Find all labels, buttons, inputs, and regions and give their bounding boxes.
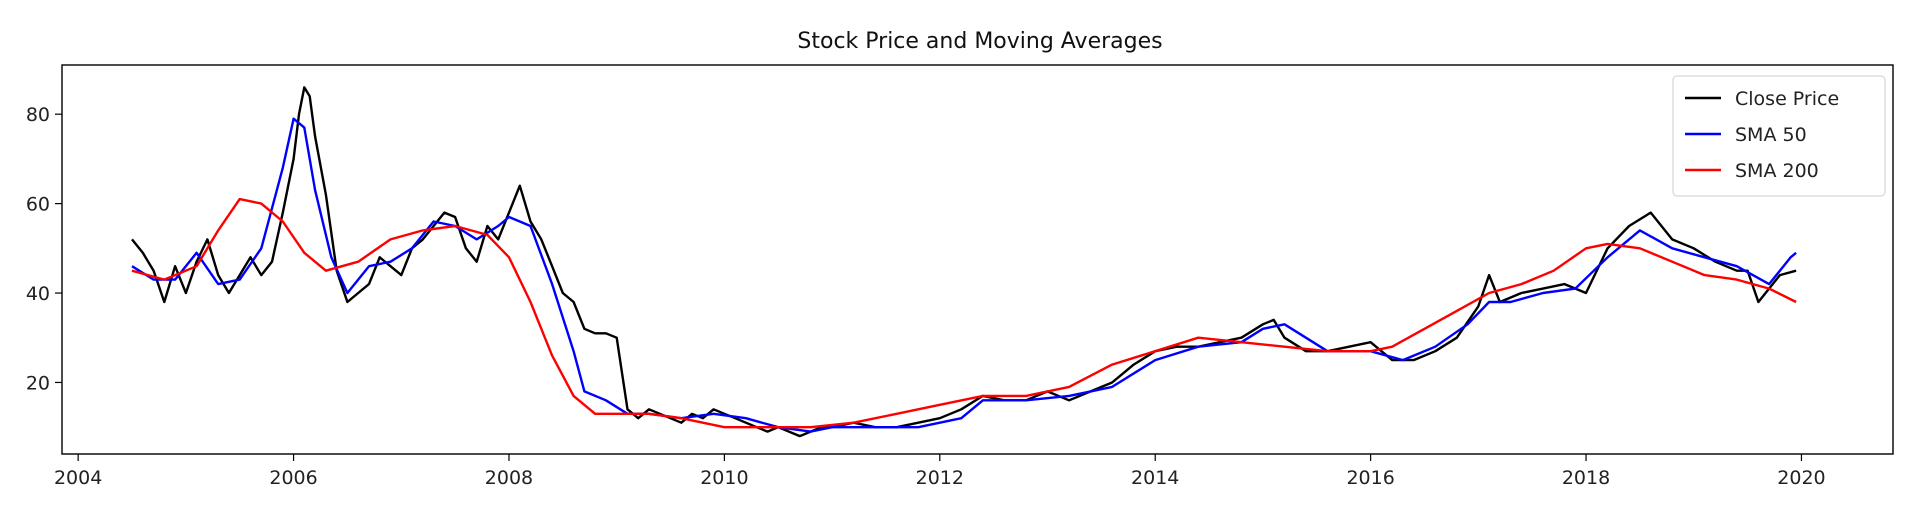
y-axis: 20 40 60 80 <box>26 104 62 394</box>
x-tick-label: 2010 <box>700 467 748 489</box>
legend: Close Price SMA 50 SMA 200 <box>1672 75 1886 197</box>
x-tick-label: 2012 <box>916 467 964 489</box>
series-line-sma-50 <box>131 117 1797 433</box>
legend-label: Close Price <box>1735 88 1839 110</box>
y-tick-label: 20 <box>26 372 50 394</box>
legend-label: SMA 200 <box>1735 160 1819 182</box>
y-tick-label: 40 <box>26 283 50 305</box>
chart-title: Stock Price and Moving Averages <box>797 29 1162 54</box>
plot-frame <box>61 64 1894 455</box>
x-tick-label: 2020 <box>1777 467 1825 489</box>
y-tick-label: 60 <box>26 194 50 216</box>
series-line-close-price <box>131 86 1797 438</box>
x-axis: 2004 2006 2008 2010 2012 2014 2016 2018 2020 <box>54 454 1826 489</box>
x-tick-label: 2016 <box>1346 467 1394 489</box>
plot-lines <box>131 86 1797 438</box>
series-line-sma-200 <box>131 197 1797 429</box>
x-tick-label: 2014 <box>1131 467 1179 489</box>
legend-label: SMA 50 <box>1735 124 1807 146</box>
x-tick-label: 2006 <box>269 467 317 489</box>
legend-box <box>1672 75 1886 197</box>
y-tick-label: 80 <box>26 104 50 126</box>
x-tick-label: 2008 <box>485 467 533 489</box>
x-tick-label: 2004 <box>54 467 102 489</box>
x-tick-label: 2018 <box>1562 467 1610 489</box>
